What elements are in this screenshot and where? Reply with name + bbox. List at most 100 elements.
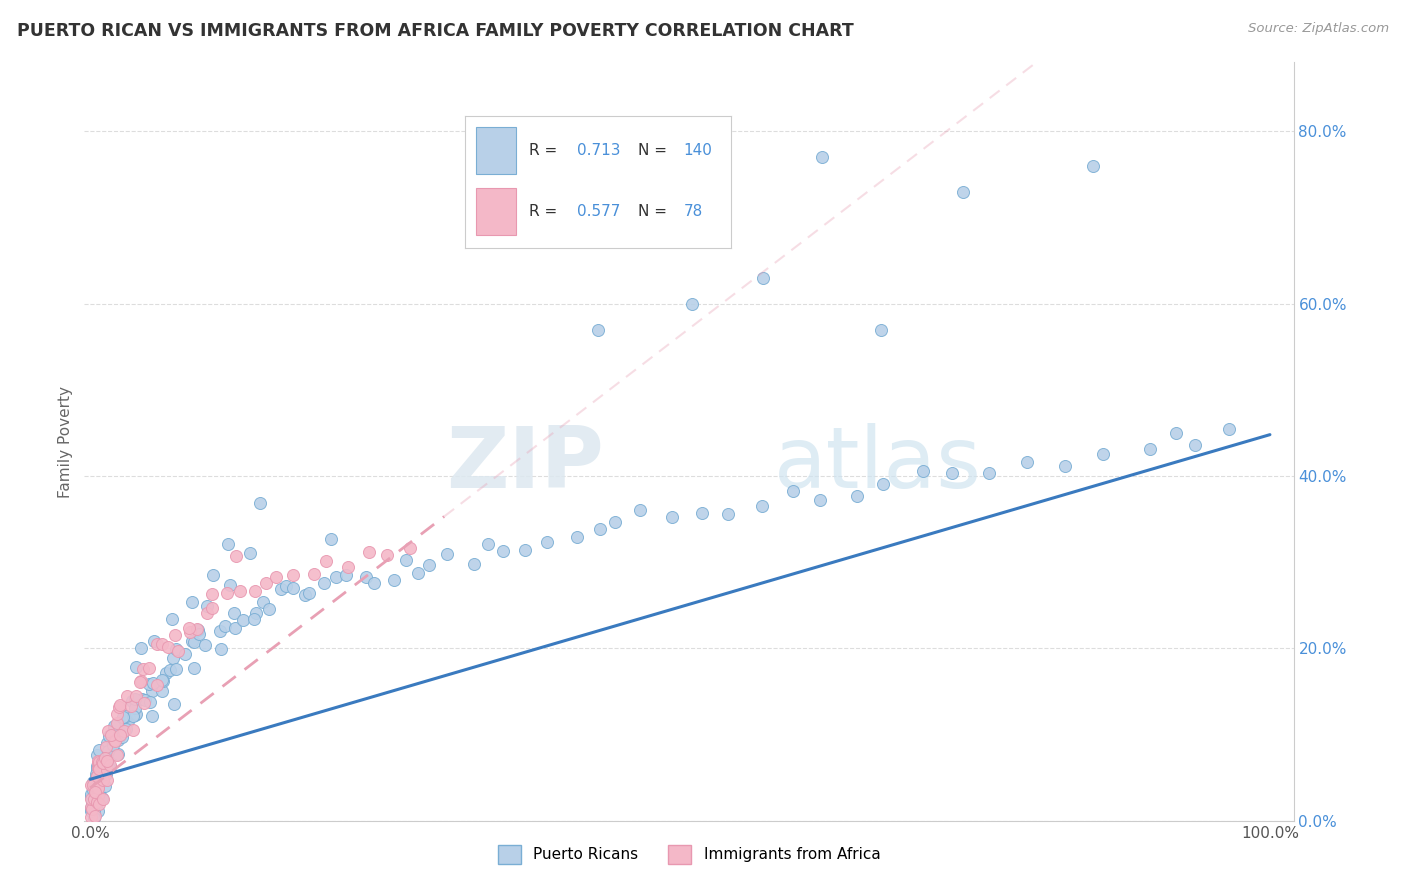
Point (150, 673, 173, 688)
Point (100, 758, 122, 772)
Point (124, 691, 146, 706)
Point (86, 796, 108, 810)
Point (125, 706, 148, 721)
Point (91, 764, 114, 778)
Point (105, 716, 128, 731)
Point (382, 573, 405, 587)
Point (179, 624, 201, 639)
Point (87, 756, 110, 770)
Point (605, 515, 627, 529)
Point (845, 489, 868, 503)
Point (751, 500, 773, 514)
Point (1139, 442, 1161, 456)
Point (134, 693, 156, 707)
Point (363, 575, 385, 590)
Point (86, 758, 108, 772)
Point (101, 730, 124, 744)
Point (977, 466, 1000, 480)
Point (281, 582, 304, 596)
Point (82, 778, 104, 792)
Point (145, 637, 167, 651)
Point (1081, 159, 1104, 173)
Point (87, 759, 110, 773)
Point (704, 194, 727, 208)
Point (89, 769, 111, 783)
Point (124, 701, 146, 715)
Text: PUERTO RICAN VS IMMIGRANTS FROM AFRICA FAMILY POVERTY CORRELATION CHART: PUERTO RICAN VS IMMIGRANTS FROM AFRICA F… (17, 22, 853, 40)
Point (86, 772, 108, 787)
Point (96, 745, 118, 759)
Point (312, 576, 335, 591)
Point (195, 606, 218, 620)
Point (82, 797, 104, 812)
Point (89, 742, 111, 756)
Point (98, 761, 121, 775)
Point (94, 754, 117, 768)
Point (173, 647, 195, 661)
Point (872, 477, 894, 491)
Point (129, 674, 152, 689)
Point (180, 595, 202, 609)
Point (107, 721, 129, 735)
Point (96, 773, 118, 788)
Point (717, 508, 740, 522)
Point (229, 583, 252, 598)
Point (94, 767, 117, 781)
Point (93, 779, 115, 793)
Point (224, 621, 246, 635)
Point (141, 684, 163, 698)
Point (105, 748, 128, 763)
Point (91, 757, 114, 772)
Point (129, 675, 152, 690)
Point (83, 792, 105, 806)
Point (103, 721, 125, 735)
Point (249, 496, 271, 510)
Point (115, 690, 138, 704)
Point (107, 732, 129, 747)
Point (139, 695, 162, 709)
Point (108, 731, 131, 745)
Point (252, 594, 274, 608)
Point (159, 663, 181, 677)
Point (142, 633, 165, 648)
Point (589, 522, 612, 536)
Legend: Puerto Ricans, Immigrants from Africa: Puerto Ricans, Immigrants from Africa (492, 839, 886, 870)
Point (83, 811, 105, 825)
Point (80, 795, 103, 809)
Point (337, 559, 360, 574)
Point (97, 724, 120, 739)
Point (142, 676, 165, 690)
Point (103, 732, 125, 747)
Point (108, 728, 131, 742)
Point (98, 729, 121, 743)
Point (124, 708, 146, 723)
Point (270, 582, 292, 596)
Point (215, 586, 238, 600)
Point (87, 783, 110, 797)
Point (436, 547, 458, 561)
Point (952, 185, 974, 199)
Point (91, 761, 114, 775)
Point (681, 296, 703, 310)
Point (129, 640, 152, 655)
Point (751, 270, 773, 285)
Point (121, 694, 143, 708)
Point (1164, 425, 1187, 440)
Point (141, 709, 163, 723)
Point (536, 534, 558, 549)
Point (87, 756, 110, 771)
Point (90, 759, 112, 773)
Point (108, 698, 131, 713)
Point (395, 552, 418, 566)
Point (276, 579, 298, 593)
Point (107, 747, 129, 761)
Point (183, 661, 205, 675)
Point (80, 801, 103, 815)
Point (82, 802, 104, 816)
Text: atlas: atlas (773, 423, 981, 506)
Point (121, 723, 143, 737)
Point (80, 787, 103, 801)
Point (97, 744, 120, 758)
Point (90, 770, 112, 784)
Point (298, 586, 321, 600)
